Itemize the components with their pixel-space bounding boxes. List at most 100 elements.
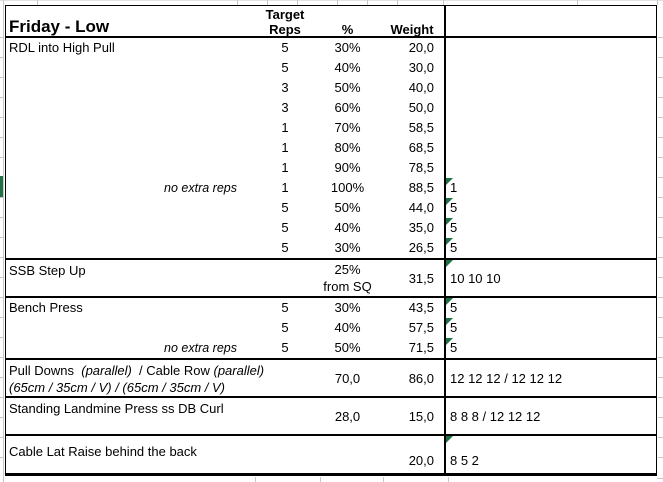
weight-cell[interactable]: 35,0 — [408, 220, 434, 235]
note-cell[interactable] — [444, 138, 656, 158]
reps-cell[interactable]: 1 — [281, 180, 289, 195]
note-cell[interactable]: 8 5 2 — [444, 436, 656, 473]
reps-cell[interactable]: 5 — [281, 300, 289, 315]
weight-cell[interactable]: 31,5 — [380, 260, 444, 296]
exercise-name-cell[interactable]: Cable Lat Raise behind the back — [6, 436, 255, 473]
weight-cell[interactable]: 20,0 — [380, 436, 444, 473]
note-cell[interactable]: 10 10 10 — [444, 260, 656, 296]
notes-header-cell[interactable] — [444, 6, 656, 39]
exercise-name-cell[interactable]: Standing Landmine Press ss DB Curl — [6, 398, 255, 434]
percent-cell[interactable]: 70% — [334, 120, 361, 135]
percent-cell[interactable]: 50% — [334, 340, 361, 355]
comment-flag-icon — [446, 260, 453, 267]
percent-cell[interactable]: 80% — [334, 140, 361, 155]
weight-cell[interactable]: 30,0 — [408, 60, 434, 75]
note-cell[interactable]: 5 — [444, 318, 656, 338]
note-cell[interactable]: 5 — [444, 238, 656, 258]
note-cell[interactable] — [444, 158, 656, 178]
exercise-name-cell[interactable] — [6, 238, 255, 258]
weight-cell[interactable]: 20,0 — [408, 40, 434, 55]
exercise-name-cell[interactable] — [6, 118, 255, 138]
reps-cell[interactable]: 1 — [281, 140, 289, 155]
percent-cell[interactable]: 50% — [334, 80, 361, 95]
gridline-tick — [658, 277, 663, 278]
gridline-left-margin — [3, 0, 4, 482]
percent-cell[interactable]: 30% — [334, 40, 361, 55]
exercise-name-cell[interactable] — [6, 218, 255, 238]
note-cell[interactable] — [444, 38, 656, 58]
percent-cell[interactable]: 40% — [334, 320, 361, 335]
reps-cell[interactable]: 1 — [281, 120, 289, 135]
target-reps-header[interactable]: Target Reps — [255, 6, 315, 39]
weight-cell[interactable]: 71,5 — [408, 340, 434, 355]
gridline-tick — [658, 117, 663, 118]
percent-cell[interactable]: 40% — [334, 60, 361, 75]
reps-cell[interactable]: 5 — [281, 60, 289, 75]
exercise-name-cell[interactable] — [6, 78, 255, 98]
gridline-tick — [0, 337, 3, 338]
note-cell[interactable] — [444, 118, 656, 138]
reps-cell[interactable]: 5 — [281, 240, 289, 255]
weight-cell[interactable]: 68,5 — [408, 140, 434, 155]
percent-cell[interactable]: 60% — [334, 100, 361, 115]
note-cell[interactable]: 5 — [444, 338, 656, 358]
exercise-name-cell[interactable] — [6, 198, 255, 218]
weight-cell[interactable]: 58,5 — [408, 120, 434, 135]
gridline-tick — [0, 197, 3, 198]
percent-cell[interactable]: 70,0 — [315, 360, 380, 396]
weight-cell[interactable]: 15,0 — [380, 398, 444, 434]
exercise-name-cell[interactable]: SSB Step Up — [6, 260, 255, 296]
exercise-name-cell[interactable]: no extra reps — [6, 338, 255, 358]
comment-flag-icon — [446, 178, 453, 185]
note-cell[interactable] — [444, 78, 656, 98]
title-cell[interactable]: Friday - Low — [9, 17, 110, 36]
note-cell[interactable]: 5 — [444, 198, 656, 218]
reps-cell[interactable]: 5 — [281, 220, 289, 235]
reps-cell[interactable]: 3 — [281, 80, 289, 95]
exercise-name-cell[interactable] — [6, 158, 255, 178]
note-cell[interactable]: 8 8 8 / 12 12 12 — [444, 398, 656, 434]
weight-cell[interactable]: 86,0 — [380, 360, 444, 396]
percent-header[interactable]: % — [341, 22, 354, 37]
note-cell[interactable]: 12 12 12 / 12 12 12 — [444, 360, 656, 396]
reps-cell[interactable]: 5 — [281, 200, 289, 215]
percent-cell[interactable] — [315, 436, 380, 473]
weight-cell[interactable]: 40,0 — [408, 80, 434, 95]
reps-cell[interactable]: 5 — [281, 40, 289, 55]
exercise-name-cell[interactable]: RDL into High Pull — [6, 38, 255, 58]
weight-cell[interactable]: 26,5 — [408, 240, 434, 255]
exercise-name-cell[interactable]: Pull Downs (parallel) / Cable Row (paral… — [6, 360, 264, 396]
exercise-name-cell[interactable] — [6, 138, 255, 158]
reps-cell[interactable]: 3 — [281, 100, 289, 115]
note-cell[interactable]: 1 — [444, 178, 656, 198]
exercise-name-cell[interactable] — [6, 58, 255, 78]
reps-cell[interactable]: 5 — [281, 320, 289, 335]
note-cell[interactable]: 5 — [444, 298, 656, 318]
percent-cell[interactable]: 28,0 — [315, 398, 380, 434]
weight-cell[interactable]: 88,5 — [408, 180, 434, 195]
table-row: 1 90% 78,5 — [6, 158, 656, 178]
percent-cell[interactable]: 40% — [334, 220, 361, 235]
percent-cell[interactable]: 30% — [334, 240, 361, 255]
note-cell[interactable] — [444, 98, 656, 118]
percent-cell[interactable]: 90% — [334, 160, 361, 175]
exercise-name-cell[interactable] — [6, 98, 255, 118]
weight-cell[interactable]: 57,5 — [408, 320, 434, 335]
workout-table: Friday - Low Target Reps % Weight RDL in… — [5, 5, 657, 476]
weight-cell[interactable]: 78,5 — [408, 160, 434, 175]
percent-cell[interactable]: 25% from SQ — [315, 260, 380, 296]
percent-cell[interactable]: 50% — [334, 200, 361, 215]
weight-cell[interactable]: 43,5 — [408, 300, 434, 315]
reps-cell[interactable]: 5 — [281, 340, 289, 355]
weight-cell[interactable]: 44,0 — [408, 200, 434, 215]
reps-cell[interactable]: 1 — [281, 160, 289, 175]
note-cell[interactable]: 5 — [444, 218, 656, 238]
percent-cell[interactable]: 100% — [330, 180, 365, 195]
exercise-name-cell[interactable]: no extra reps — [6, 178, 255, 198]
exercise-name-cell[interactable] — [6, 318, 255, 338]
note-cell[interactable] — [444, 58, 656, 78]
weight-cell[interactable]: 50,0 — [408, 100, 434, 115]
exercise-name-cell[interactable]: Bench Press — [6, 298, 255, 318]
percent-cell[interactable]: 30% — [334, 300, 361, 315]
weight-header[interactable]: Weight — [390, 22, 434, 37]
